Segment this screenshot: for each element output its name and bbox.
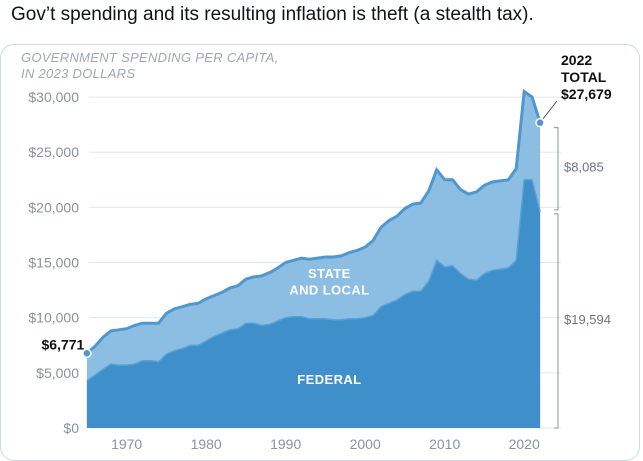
chart-subtitle-line-1: GOVERNMENT SPENDING PER CAPITA, [21,50,279,65]
federal-area [86,179,541,428]
x-axis-ticks: 1970 1980 1990 2000 2010 2020 [111,436,540,452]
y-tick-label: $25,000 [28,144,79,160]
start-value-label: $6,771 [41,336,84,352]
y-tick-label: $0 [63,420,79,436]
x-tick-label: 2020 [509,436,540,452]
y-tick-label: $15,000 [28,255,79,271]
state-local-bracket [554,127,559,211]
state-local-label-line-2: AND LOCAL [289,283,369,298]
x-tick-label: 1990 [270,436,301,452]
x-tick-label: 2010 [429,436,460,452]
end-total-value: $27,679 [561,86,612,102]
spending-area-chart: GOVERNMENT SPENDING PER CAPITA, IN 2023 … [21,50,612,452]
x-tick-label: 1980 [191,436,222,452]
x-tick-label: 1970 [111,436,142,452]
federal-bracket-value: $19,594 [564,312,611,327]
chart-card: GOVERNMENT SPENDING PER CAPITA, IN 2023 … [0,44,640,461]
start-value-marker [82,348,92,359]
state-local-label-line-1: STATE [308,266,351,281]
y-tick-label: $30,000 [28,89,79,105]
post-caption: Gov’t spending and its resulting inflati… [11,4,534,25]
y-tick-label: $10,000 [28,310,79,326]
x-tick-label: 2000 [350,436,381,452]
y-tick-label: $20,000 [28,199,79,215]
y-axis-ticks: $0 $5,000 $10,000 $15,000 $20,000 $25,000 $30,… [28,89,79,436]
federal-bracket [554,213,559,429]
end-total-word: TOTAL [561,69,607,85]
federal-area-label: FEDERAL [297,372,361,387]
y-tick-label: $5,000 [36,365,79,381]
total-top-line [85,88,542,355]
federal-top-line [86,179,541,382]
end-year-label: 2022 [561,52,592,68]
total-leader-line [542,100,558,119]
chart-subtitle-line-2: IN 2023 DOLLARS [21,66,135,81]
state-local-bracket-value: $8,085 [564,159,604,174]
end-value-marker [535,117,545,128]
